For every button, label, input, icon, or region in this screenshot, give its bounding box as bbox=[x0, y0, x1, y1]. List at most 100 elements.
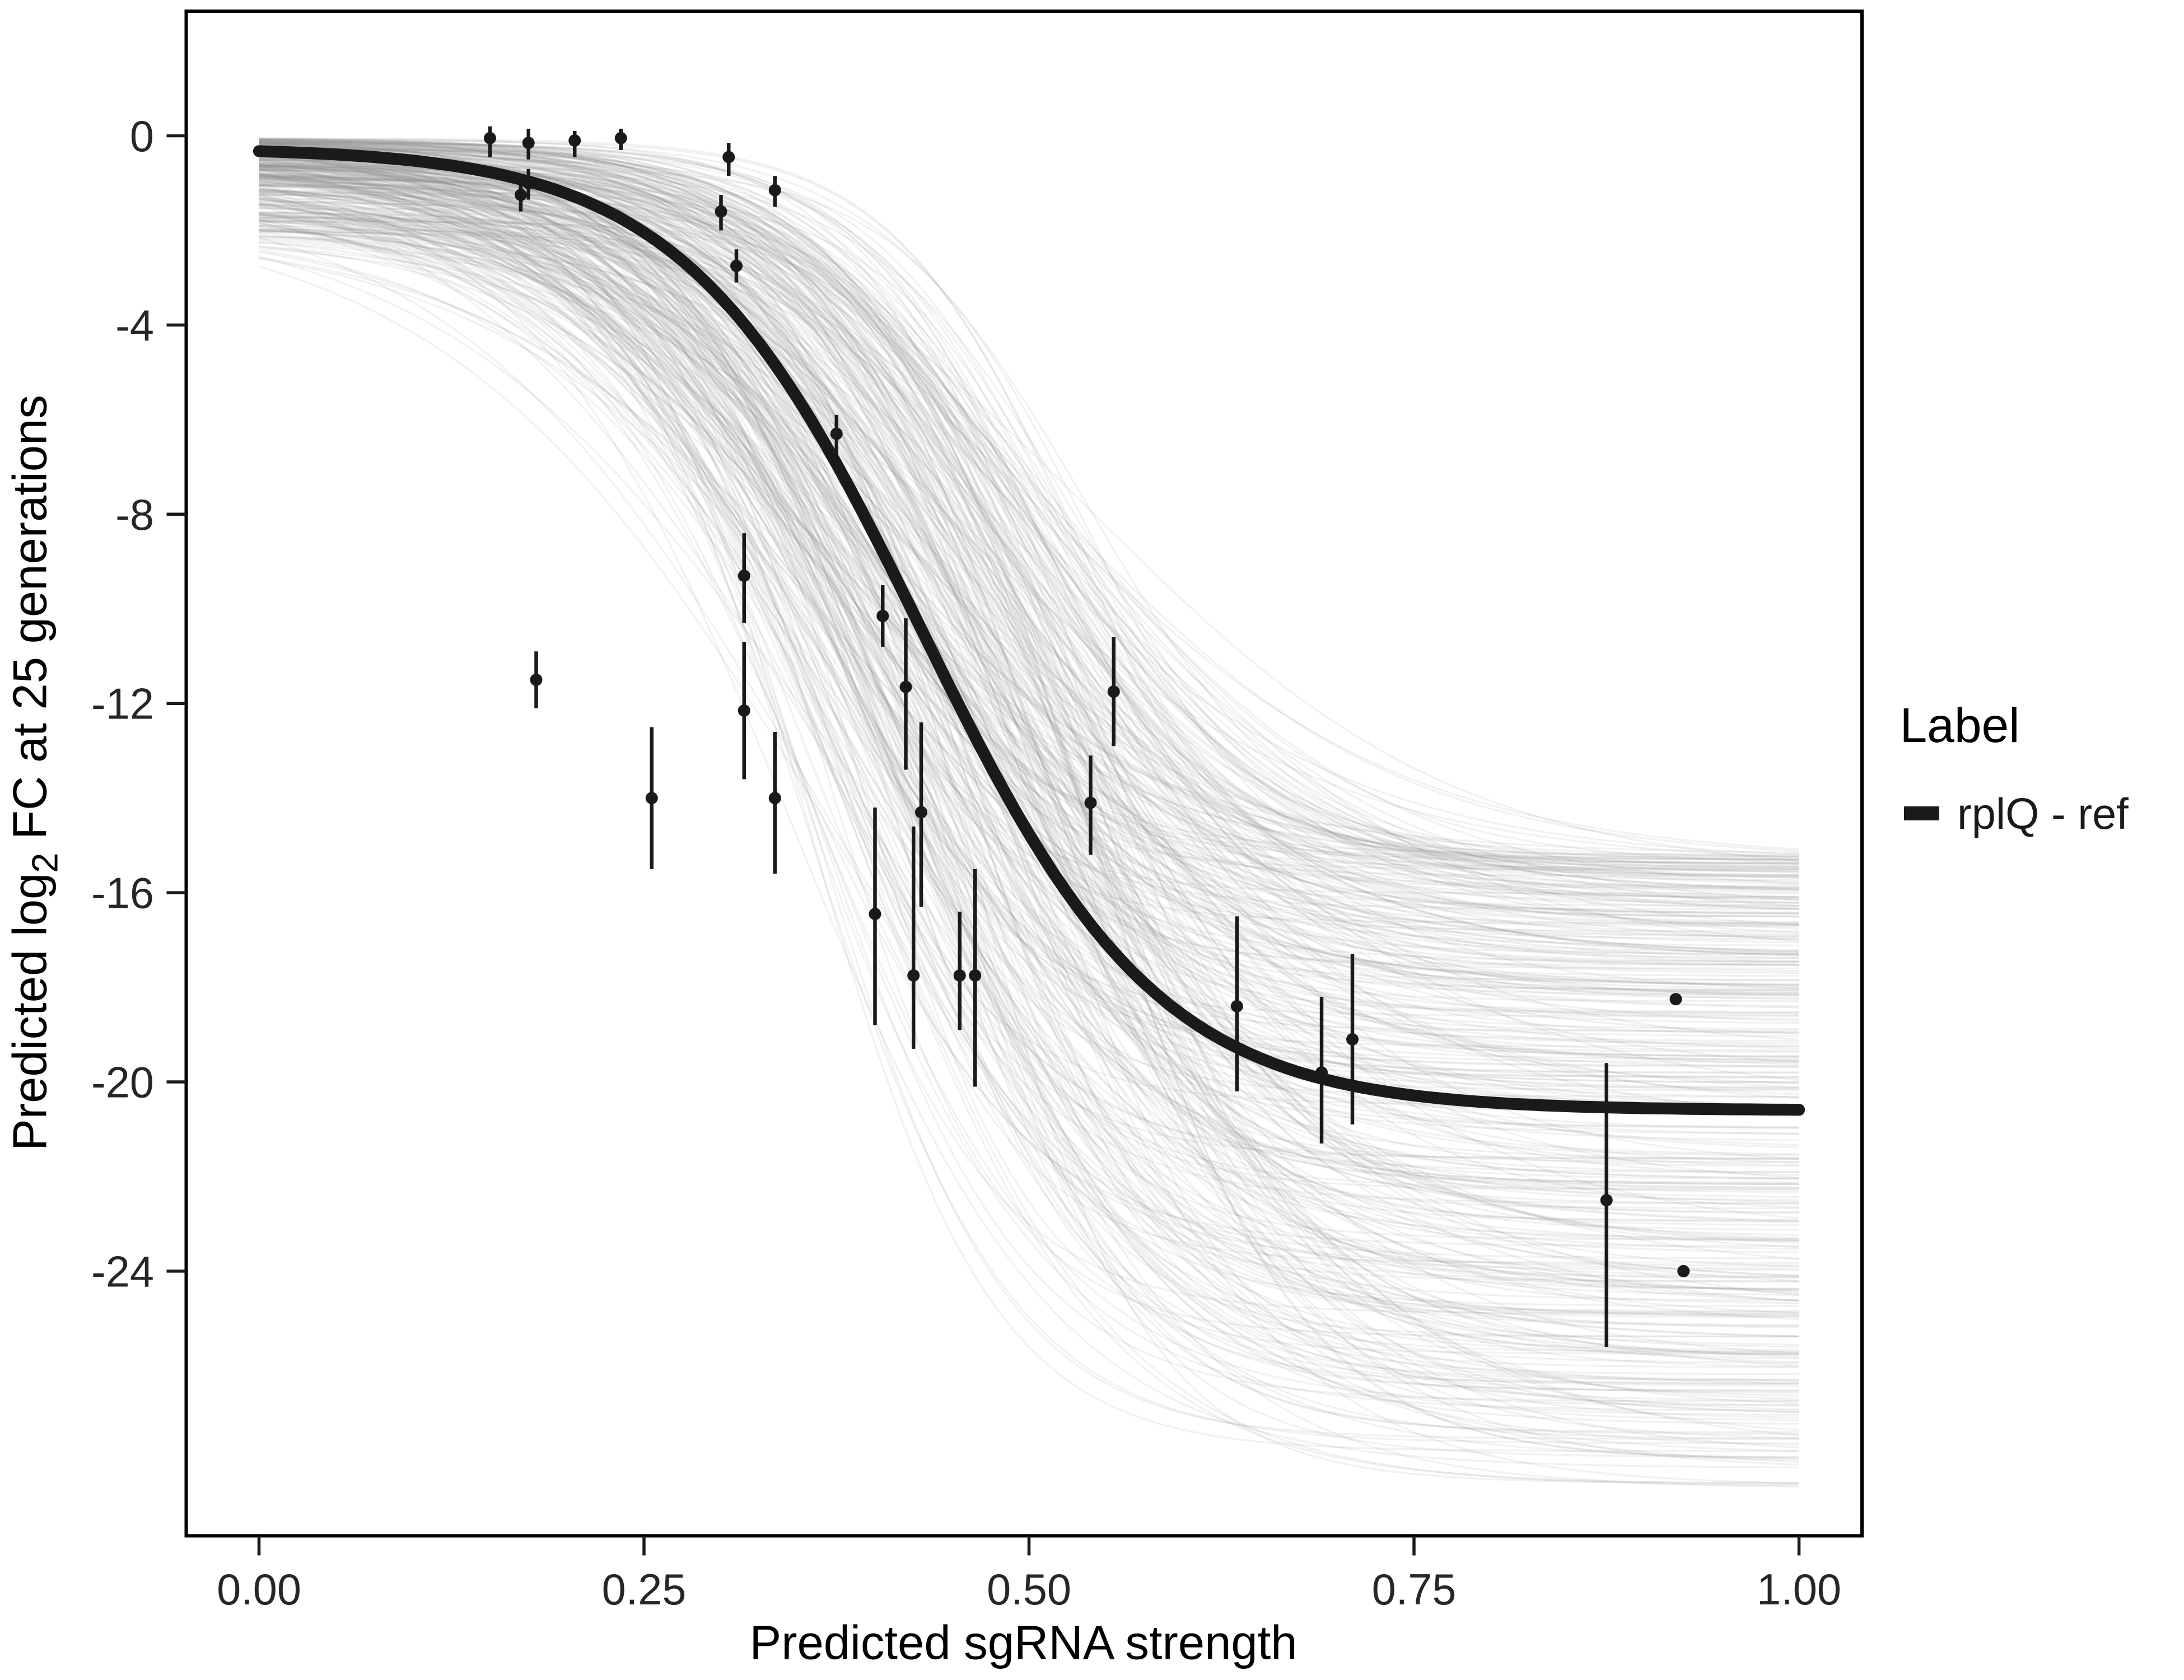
ensemble-curve bbox=[259, 220, 1799, 994]
ensemble-curve bbox=[259, 239, 1799, 934]
ensemble-curve bbox=[259, 141, 1799, 1155]
ensemble-curve bbox=[259, 164, 1799, 1129]
data-point bbox=[1315, 1066, 1328, 1079]
ensemble-curve bbox=[259, 222, 1799, 963]
y-tick-label: -8 bbox=[115, 491, 154, 539]
ensemble-curve bbox=[259, 234, 1799, 1099]
ensemble-curve bbox=[259, 218, 1799, 1089]
ensemble-curve bbox=[259, 152, 1799, 1384]
ensemble-curve bbox=[259, 164, 1799, 1283]
ensemble-curve bbox=[259, 214, 1799, 1407]
ensemble-curve bbox=[259, 197, 1799, 864]
ensemble-curve bbox=[259, 174, 1799, 988]
ensemble-curve bbox=[259, 235, 1799, 1355]
data-point bbox=[1107, 685, 1120, 698]
ensemble-curve bbox=[259, 251, 1799, 936]
ensemble-curve bbox=[259, 158, 1799, 1203]
ensemble-curve bbox=[259, 154, 1799, 890]
ensemble-curve bbox=[259, 190, 1799, 1458]
ensemble-curve bbox=[259, 214, 1799, 1067]
data-point bbox=[1346, 1033, 1359, 1046]
ensemble-curve bbox=[259, 228, 1799, 1385]
ensemble-curve bbox=[259, 154, 1799, 1346]
ensemble-curve bbox=[259, 175, 1799, 864]
ensemble-curve bbox=[259, 156, 1799, 1009]
ensemble-curve bbox=[259, 169, 1799, 1437]
ensemble-curve bbox=[259, 156, 1799, 1061]
ensemble-curve bbox=[259, 198, 1799, 1320]
ensemble-curve bbox=[259, 175, 1799, 997]
ensemble-curve bbox=[259, 152, 1799, 1412]
ensemble-curve bbox=[259, 153, 1799, 987]
ensemble-curve bbox=[259, 172, 1799, 1292]
ensemble-curve bbox=[259, 146, 1799, 1449]
ensemble-curve bbox=[259, 146, 1799, 1176]
ensemble-curve bbox=[259, 231, 1799, 938]
ensemble-curve bbox=[259, 200, 1799, 877]
ensemble-curve bbox=[259, 216, 1799, 1242]
ensemble-curve bbox=[259, 175, 1799, 1047]
ensemble-curve bbox=[259, 162, 1799, 957]
ensemble-curve bbox=[259, 155, 1799, 996]
legend: Label rplQ - ref bbox=[1900, 698, 2129, 838]
ensemble-curve bbox=[259, 171, 1799, 885]
fit-curve bbox=[253, 145, 1805, 1116]
ensemble-curve bbox=[259, 152, 1799, 904]
ensemble-curve bbox=[259, 144, 1799, 1440]
ensemble-curve bbox=[259, 156, 1799, 1419]
data-point bbox=[953, 969, 966, 982]
ensemble-curve bbox=[259, 190, 1799, 1164]
ensemble-curve bbox=[259, 152, 1799, 858]
ensemble-curve bbox=[259, 255, 1799, 1223]
ensemble-curve bbox=[259, 138, 1799, 1290]
ensemble-curve bbox=[259, 148, 1799, 1215]
ensemble-curve bbox=[259, 138, 1799, 918]
ensemble-curve bbox=[259, 145, 1799, 1425]
data-point bbox=[969, 969, 982, 982]
ensemble-curve bbox=[259, 176, 1799, 1277]
ensemble-curve bbox=[259, 224, 1799, 1440]
ensemble-curve bbox=[259, 139, 1799, 1421]
ensemble-curve bbox=[259, 141, 1799, 1348]
ensemble-curve bbox=[259, 145, 1799, 1461]
ensemble-curve bbox=[259, 189, 1799, 1382]
ensemble-curve bbox=[259, 159, 1799, 872]
ensemble-curve bbox=[259, 215, 1799, 1022]
ensemble-curve bbox=[259, 219, 1799, 1107]
ensemble-curve bbox=[259, 150, 1799, 879]
ensemble-curve bbox=[259, 153, 1799, 1452]
ensemble-curve bbox=[259, 225, 1799, 856]
ensemble-curve bbox=[259, 155, 1799, 1089]
ensemble-curve bbox=[259, 194, 1799, 944]
data-point bbox=[738, 570, 750, 582]
ensemble-curve bbox=[259, 258, 1799, 1146]
ensemble-curve bbox=[259, 218, 1799, 1135]
data-point bbox=[715, 205, 727, 218]
ensemble-curve bbox=[259, 174, 1799, 991]
ensemble-curve bbox=[259, 157, 1799, 871]
ensemble-curve bbox=[259, 166, 1799, 1338]
x-axis-title: Predicted sgRNA strength bbox=[750, 1617, 1298, 1670]
ensemble-curve bbox=[259, 146, 1799, 1247]
ensemble-curve bbox=[259, 190, 1799, 891]
ensemble-curve bbox=[259, 156, 1799, 1191]
ensemble-curve bbox=[259, 170, 1799, 1277]
ensemble-curve bbox=[259, 183, 1799, 953]
data-point bbox=[1677, 1264, 1690, 1277]
x-tick-label: 0.25 bbox=[602, 1566, 687, 1614]
ensemble-curve bbox=[259, 194, 1799, 1433]
ensemble-curve bbox=[259, 167, 1799, 1085]
ensemble-curve bbox=[259, 228, 1799, 1084]
ensemble-curve bbox=[259, 169, 1799, 1326]
ensemble-curve bbox=[259, 146, 1799, 1304]
ensemble-curve bbox=[259, 190, 1799, 947]
ensemble-curve bbox=[259, 164, 1799, 1368]
data-point bbox=[522, 176, 535, 189]
ensemble-curve bbox=[259, 183, 1799, 1000]
ensemble-curve bbox=[259, 147, 1799, 1057]
data-point bbox=[522, 137, 535, 150]
ensemble-curve bbox=[259, 173, 1799, 1042]
ensemble-curve bbox=[259, 165, 1799, 899]
data-point bbox=[614, 132, 627, 144]
